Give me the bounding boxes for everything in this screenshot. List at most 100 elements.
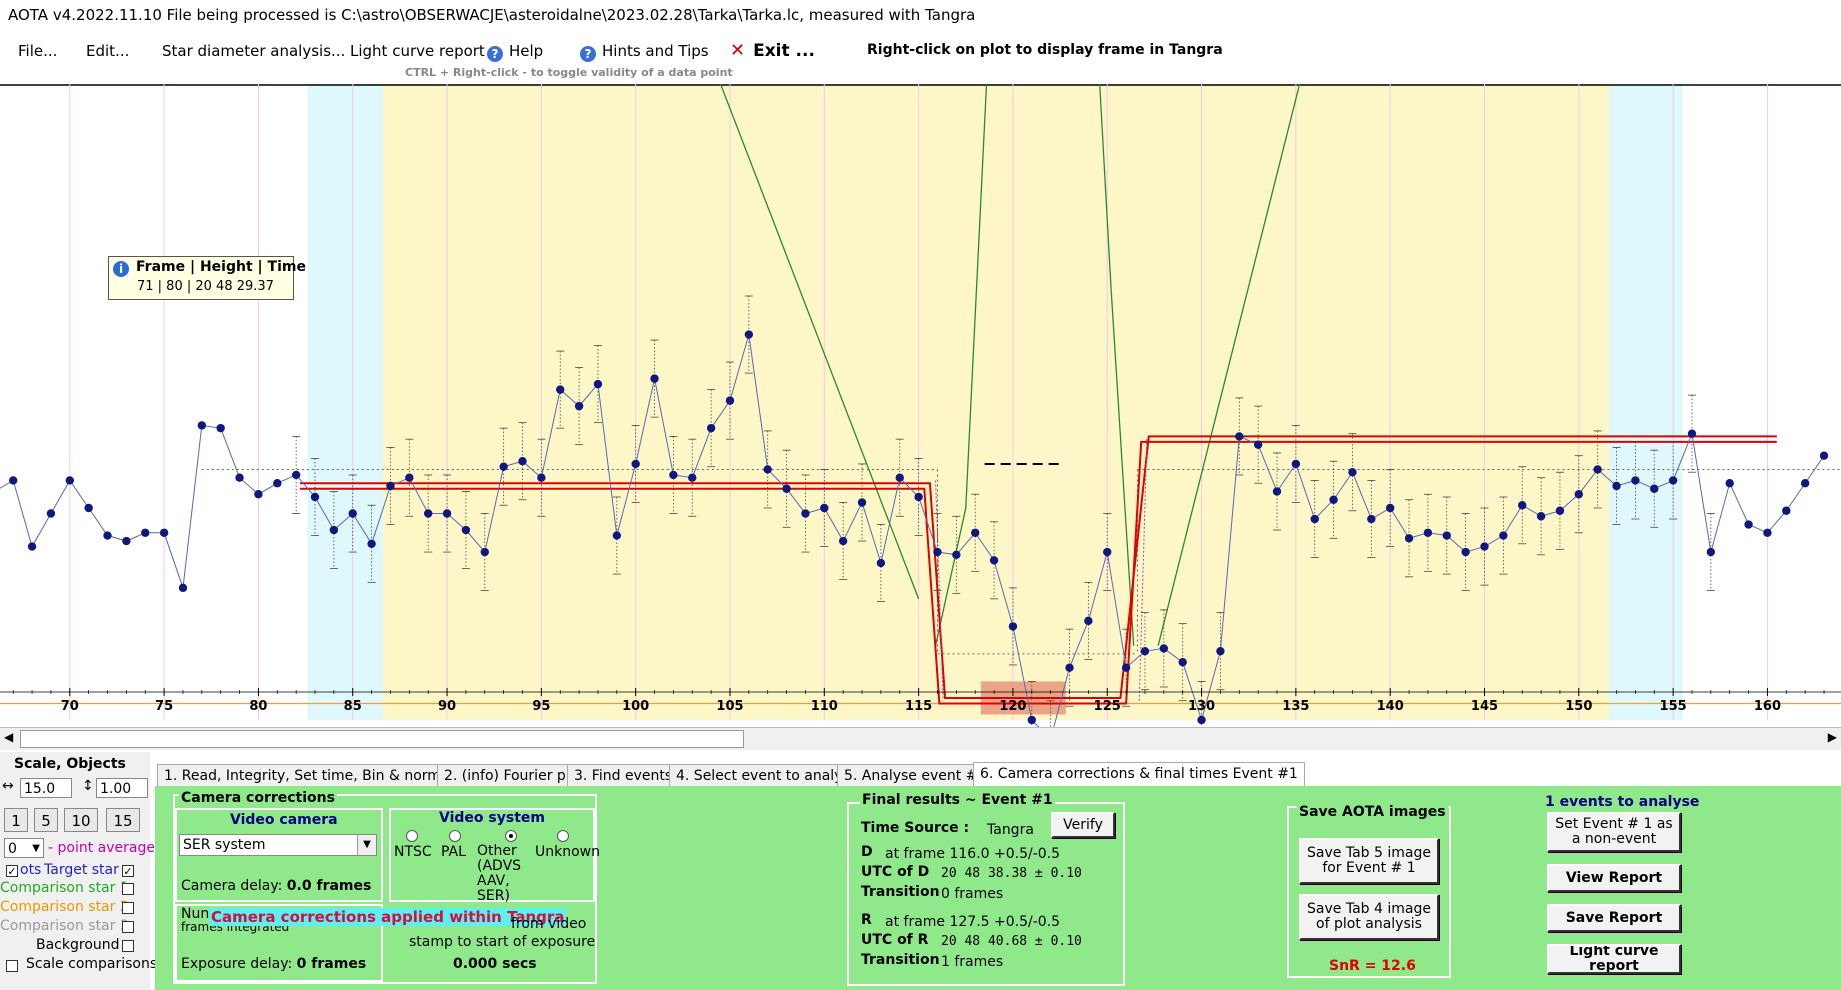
tab-fourier[interactable]: 2. (info) Fourier plot (437, 764, 591, 786)
data-point (1367, 514, 1376, 524)
menu-file[interactable]: File... (18, 42, 58, 60)
video-camera-title: Video camera (230, 812, 338, 828)
data-point (1499, 531, 1508, 540)
menu-hints-label: Hints and Tips (602, 42, 709, 60)
background-checkbox[interactable] (122, 940, 134, 952)
menu-light-curve-report[interactable]: Light curve report (350, 42, 485, 60)
background-label: Background (36, 937, 120, 953)
plots-checkbox[interactable]: ✓ (6, 865, 18, 878)
tab-read-integrity[interactable]: 1. Read, Integrity, Set time, Bin & norm… (157, 764, 481, 786)
menu-help[interactable]: ? Help (487, 42, 543, 62)
scale-5-button[interactable]: 5 (34, 808, 58, 832)
plot-scrollbar[interactable]: ◀ ▶ (0, 727, 1841, 750)
scale-15-button[interactable]: 15 (106, 808, 140, 832)
tooltip-value: 71 | 80 | 20 48 29.37 (137, 279, 274, 294)
ntsc-radio[interactable] (406, 830, 418, 842)
other-label: Other (ADVS AAV, SER) (477, 843, 522, 904)
scroll-thumb[interactable] (20, 730, 744, 748)
data-point (291, 470, 301, 480)
camera-delay-value: 0.0 frames (286, 878, 372, 894)
save-images-title: Save AOTA images (1297, 804, 1448, 820)
x-tick-label: 120 (999, 699, 1026, 714)
x-tick-label: 70 (61, 699, 79, 714)
data-point (1310, 514, 1319, 524)
camera-select[interactable]: SER system ▼ (179, 834, 377, 856)
model-curve-r-inner (1099, 84, 1135, 646)
h-scale-input[interactable]: 15.0 (20, 778, 72, 798)
v-scale-input[interactable]: 1.00 (96, 778, 148, 798)
pal-label: PAL (441, 844, 466, 860)
chevron-down-icon: ▼ (32, 843, 40, 854)
scale-1-button[interactable]: 1 (4, 808, 28, 832)
save-tab4-button[interactable]: Save Tab 4 image of plot analysis (1299, 894, 1439, 940)
comp3-checkbox[interactable] (122, 921, 134, 933)
pal-radio[interactable] (449, 830, 461, 842)
unknown-radio[interactable] (557, 830, 569, 842)
scale-10-button[interactable]: 10 (64, 808, 98, 832)
x-tick-label: 135 (1282, 699, 1309, 714)
chevron-down-icon: ▼ (357, 835, 376, 855)
target-star-checkbox[interactable]: ✓ (122, 865, 134, 878)
plots-label: ots (20, 862, 42, 878)
data-point (612, 531, 622, 540)
from-video-label-a: from video (511, 916, 587, 932)
data-point (1103, 547, 1112, 557)
menu-exit[interactable]: ✕ Exit ... (730, 40, 815, 61)
utc-d-value: 20 48 38.38 ± 0.10 (941, 866, 1082, 881)
tab-find-events[interactable]: 3. Find events (567, 764, 680, 786)
light-curve-report-button[interactable]: Light curve report (1547, 944, 1681, 974)
data-point (782, 484, 791, 493)
set-non-event-button[interactable]: Set Event # 1 as a non-event (1547, 812, 1681, 852)
num-frames-label-a: Nun (181, 906, 210, 922)
data-point (480, 547, 489, 557)
data-point (1065, 663, 1074, 672)
data-point (159, 528, 169, 537)
transition-r-value: 1 frames (941, 954, 1004, 970)
x-tick-label: 80 (249, 699, 267, 714)
verify-button[interactable]: Verify (1051, 812, 1115, 838)
tab-select-event[interactable]: 4. Select event to analyse (669, 764, 866, 786)
menu-edit[interactable]: Edit... (86, 42, 130, 60)
data-point (1687, 429, 1697, 438)
data-point (1140, 646, 1150, 656)
tab-camera-corrections[interactable]: 6. Camera corrections & final times Even… (973, 762, 1305, 786)
comp1-checkbox[interactable] (122, 883, 134, 895)
v-scale-icon: ↕ (82, 778, 94, 794)
right-click-hint: Right-click on plot to display frame in … (867, 42, 1223, 58)
from-video-label-b: stamp to start of exposure (409, 934, 596, 950)
view-report-button[interactable]: View Report (1547, 864, 1681, 892)
data-point (141, 528, 150, 537)
tab-analyse-event[interactable]: 5. Analyse event #1 (837, 764, 994, 786)
h-scale-icon: ↔ (2, 778, 14, 794)
tab-strip: 1. Read, Integrity, Set time, Bin & norm… (155, 762, 1841, 786)
transition-d-label: Transition (861, 884, 940, 900)
data-point (122, 536, 131, 546)
comp2-checkbox[interactable] (122, 902, 134, 914)
camera-delay-label-text: Camera delay: (181, 878, 287, 894)
data-point (65, 476, 74, 485)
edge-d-marker (935, 480, 944, 701)
menu-star-diameter[interactable]: Star diameter analysis... (162, 42, 346, 60)
save-report-button[interactable]: Save Report (1547, 904, 1681, 932)
data-point (556, 385, 565, 394)
data-point (706, 423, 716, 433)
x-tick-label: 155 (1660, 699, 1687, 714)
exposure-secs-value: 0.000 secs (453, 956, 537, 972)
scroll-left-icon[interactable]: ◀ (4, 730, 14, 744)
time-source-label: Time Source : (861, 820, 970, 836)
x-tick-label: 160 (1754, 699, 1781, 714)
other-radio[interactable] (505, 830, 517, 842)
events-to-analyse: 1 events to analyse (1545, 794, 1700, 810)
model-curve-d-outer (719, 84, 920, 600)
window-title: AOTA v4.2022.11.10 File being processed … (8, 6, 976, 24)
scale-comparisons-checkbox[interactable] (6, 960, 18, 972)
menu-hints[interactable]: ? Hints and Tips (580, 42, 709, 62)
data-point (574, 401, 584, 411)
light-curve-plot[interactable]: 70 75 80 85 90 95 100 105 110 115 120 125 130 135 140 1… (0, 84, 1841, 727)
scroll-right-icon[interactable]: ▶ (1827, 730, 1837, 744)
data-point (631, 459, 640, 469)
point-average-select[interactable]: 0 ▼ (4, 838, 44, 858)
save-tab5-button[interactable]: Save Tab 5 image for Event # 1 (1299, 838, 1439, 884)
data-point (442, 509, 452, 518)
comp2-label: Comparison star 2 (0, 899, 129, 915)
